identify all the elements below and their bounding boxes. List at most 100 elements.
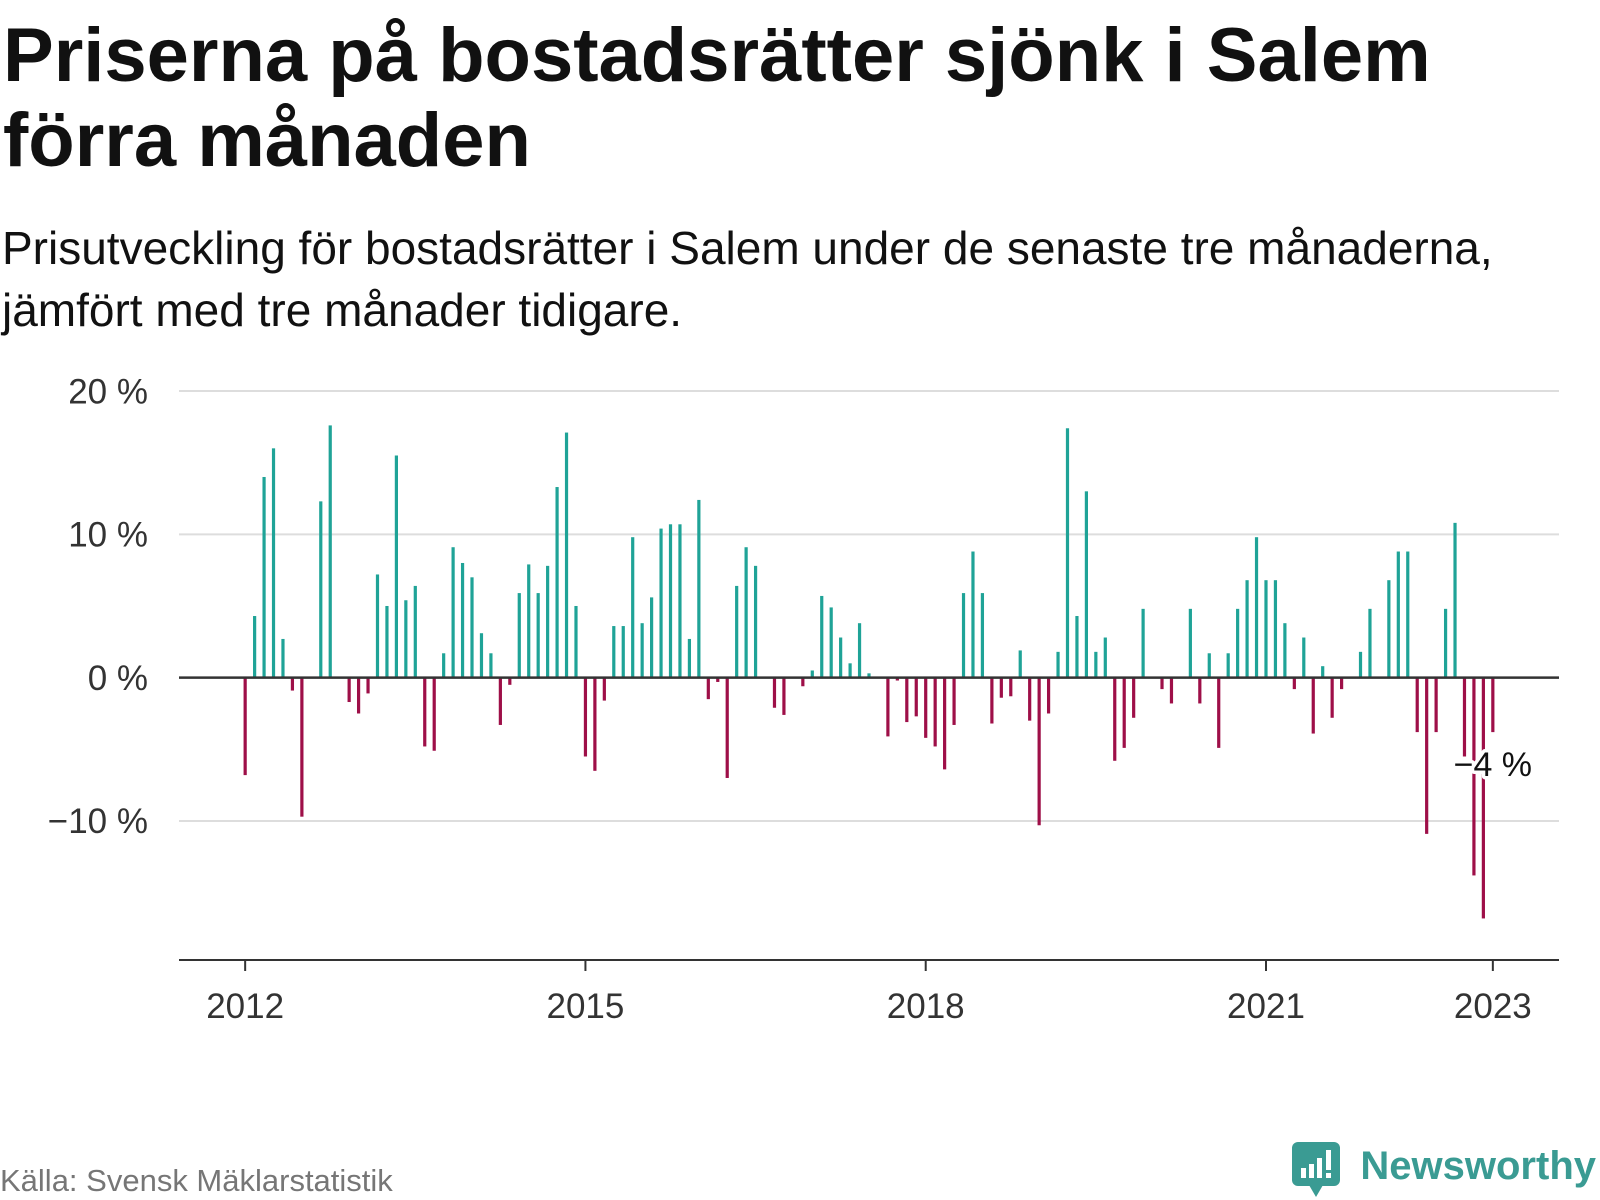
y-tick-label: 10 %: [68, 516, 148, 555]
x-tick-label: 2015: [547, 987, 625, 1026]
bar-positive: [1283, 623, 1287, 678]
bar-negative: [1122, 677, 1126, 748]
bar-positive: [1321, 666, 1325, 678]
bar-positive: [1188, 608, 1192, 678]
bar-positive: [848, 663, 852, 678]
axes: [179, 676, 1559, 971]
bar-negative: [782, 677, 786, 715]
bar-negative: [924, 677, 928, 738]
y-tick-label: 0 %: [88, 659, 148, 698]
bar-negative: [716, 677, 720, 682]
bar-positive: [1406, 551, 1410, 678]
gridlines: [179, 390, 1559, 822]
bar-negative: [1462, 677, 1467, 757]
bar-negative: [498, 677, 502, 725]
bar-negative: [1434, 677, 1438, 733]
bar-positive: [489, 653, 493, 678]
bar-negative: [943, 677, 947, 770]
bar-positive: [470, 577, 474, 678]
bar-negative: [1169, 677, 1174, 704]
bar-negative: [1160, 677, 1164, 690]
bar-positive: [1245, 580, 1249, 678]
y-tick-label: −10 %: [48, 802, 148, 841]
bar-negative: [290, 677, 295, 691]
bar-positive: [1368, 608, 1372, 678]
bar-positive: [546, 565, 550, 678]
bar-negative: [1292, 677, 1296, 690]
bar-positive: [262, 476, 266, 678]
bar-negative: [1037, 677, 1041, 826]
bar-negative: [1046, 677, 1051, 714]
bar-positive: [460, 562, 465, 678]
x-tick-label: 2012: [206, 987, 284, 1026]
bar-positive: [385, 605, 389, 678]
bar-positive: [650, 597, 654, 678]
bar-negative: [886, 677, 890, 737]
chart-subtitle: Prisutveckling för bostadsrätter i Salem…: [2, 222, 1493, 336]
chart-title: Priserna på bostadsrätter sjönk i Salem …: [3, 13, 1431, 183]
bar-positive: [839, 637, 843, 678]
bar-positive: [980, 593, 985, 678]
bar-negative: [1311, 677, 1315, 734]
bar-positive: [536, 593, 540, 678]
x-tick-label: 2018: [887, 987, 965, 1026]
bar-negative: [1330, 677, 1334, 718]
bar-positive: [659, 528, 663, 678]
bar-negative: [432, 677, 436, 751]
bar-positive: [394, 455, 398, 678]
bar-negative: [300, 677, 304, 817]
bar-positive: [640, 623, 644, 678]
bar-negative: [602, 677, 606, 701]
bar-negative: [1132, 677, 1136, 718]
bar-negative: [801, 677, 805, 687]
bar-positive: [829, 607, 833, 678]
bar-positive: [1443, 608, 1448, 678]
bar-positive: [281, 638, 285, 678]
bar-positive: [1226, 653, 1230, 678]
bar-positive: [678, 524, 682, 678]
bar-positive: [1236, 608, 1240, 678]
bar-negative: [1491, 677, 1495, 733]
bar-negative: [1472, 677, 1476, 876]
bar-negative: [508, 677, 512, 685]
bar-positive: [961, 593, 966, 678]
bar-negative: [905, 677, 909, 723]
bar-positive: [1084, 491, 1088, 678]
bar-positive: [1103, 637, 1107, 678]
bar-positive: [687, 638, 692, 678]
bar-negative: [933, 677, 937, 747]
bar-negative: [366, 677, 370, 694]
bar-negative: [1028, 677, 1032, 721]
bar-positive: [1094, 651, 1098, 678]
bar-negative: [1198, 677, 1202, 704]
bar-positive: [1254, 537, 1259, 678]
latest-value-label: −4 %: [1454, 746, 1532, 784]
bar-positive: [574, 605, 578, 678]
bar-negative: [1340, 677, 1344, 690]
bar-positive: [1302, 637, 1306, 678]
bar-negative: [999, 677, 1003, 698]
bar-negative: [1425, 677, 1429, 834]
brand-name: Newsworthy: [1360, 1144, 1596, 1188]
bar-positive: [1387, 580, 1391, 678]
newsworthy-logo-icon: [1292, 1142, 1341, 1197]
y-tick-label: 20 %: [68, 372, 148, 411]
bar-positive: [612, 626, 616, 678]
bar-positive: [697, 499, 701, 678]
bar-positive: [1065, 428, 1070, 678]
bar-positive: [1207, 653, 1211, 678]
bar-positive: [271, 448, 276, 678]
bar-positive: [1358, 651, 1363, 678]
bar-positive: [451, 547, 455, 678]
bar-chart: 20 % 10 % 0 % −10 % 2012 2015 2018 2021 2023 −4 %: [48, 372, 1559, 1026]
bar-positive: [1018, 650, 1022, 678]
bar-negative: [990, 677, 994, 724]
bar-negative: [1415, 677, 1419, 733]
bar-positive: [1056, 651, 1060, 678]
bar-positive: [1075, 616, 1079, 678]
bar-positive: [564, 432, 569, 678]
bar-negative: [952, 677, 956, 725]
x-tick-label: 2023: [1454, 987, 1532, 1026]
bar-positive: [442, 653, 446, 678]
bar-negative: [356, 677, 361, 714]
